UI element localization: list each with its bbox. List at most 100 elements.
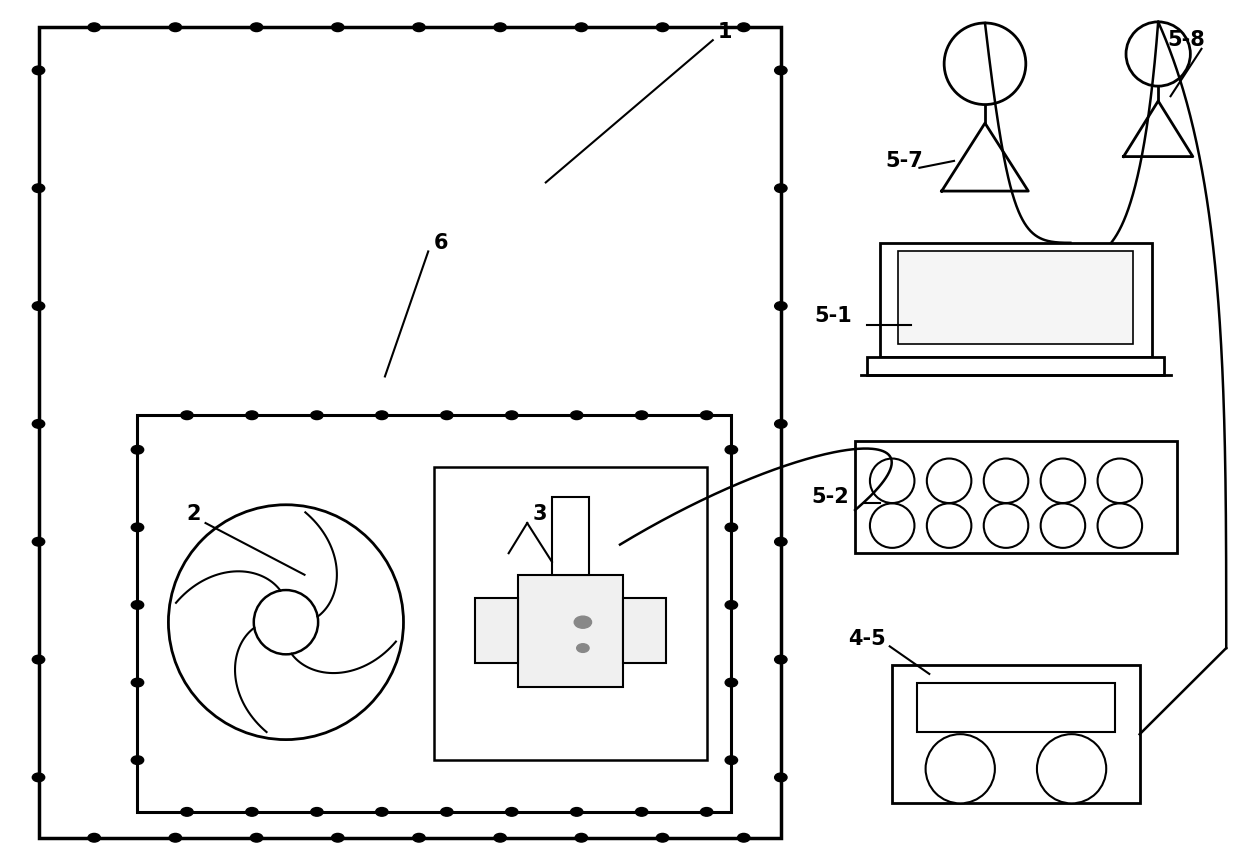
Bar xyxy=(916,683,1115,732)
Circle shape xyxy=(506,808,518,817)
Circle shape xyxy=(246,808,258,817)
Ellipse shape xyxy=(870,503,914,548)
Circle shape xyxy=(181,808,193,817)
Bar xyxy=(868,357,1164,375)
Text: 6: 6 xyxy=(433,233,448,253)
Text: 5-8: 5-8 xyxy=(1168,30,1205,50)
Ellipse shape xyxy=(1097,458,1142,503)
Ellipse shape xyxy=(944,23,1025,105)
Bar xyxy=(893,665,1140,804)
Text: 4-5: 4-5 xyxy=(848,630,887,650)
Text: 2: 2 xyxy=(186,504,201,524)
Circle shape xyxy=(575,834,588,842)
Circle shape xyxy=(656,23,668,31)
Text: 1: 1 xyxy=(718,22,733,42)
Circle shape xyxy=(494,834,506,842)
Circle shape xyxy=(635,808,647,817)
Ellipse shape xyxy=(1037,734,1106,804)
Ellipse shape xyxy=(983,503,1028,548)
Circle shape xyxy=(311,808,324,817)
Bar xyxy=(552,497,589,574)
Circle shape xyxy=(725,523,738,532)
Bar xyxy=(898,252,1133,344)
Circle shape xyxy=(738,23,750,31)
Ellipse shape xyxy=(925,734,994,804)
Circle shape xyxy=(775,420,787,428)
Circle shape xyxy=(181,411,193,420)
Circle shape xyxy=(376,808,388,817)
Circle shape xyxy=(440,411,453,420)
Circle shape xyxy=(440,808,453,817)
Bar xyxy=(518,574,622,687)
Circle shape xyxy=(169,23,181,31)
Circle shape xyxy=(701,808,713,817)
Circle shape xyxy=(32,66,45,74)
Circle shape xyxy=(494,23,506,31)
Ellipse shape xyxy=(254,590,319,654)
Circle shape xyxy=(577,644,589,652)
Circle shape xyxy=(88,834,100,842)
Circle shape xyxy=(775,773,787,782)
Circle shape xyxy=(246,411,258,420)
Bar xyxy=(475,599,518,663)
Bar xyxy=(38,28,781,837)
Circle shape xyxy=(32,302,45,311)
Ellipse shape xyxy=(926,503,971,548)
Ellipse shape xyxy=(169,505,403,740)
Circle shape xyxy=(311,411,324,420)
Circle shape xyxy=(131,678,144,687)
Circle shape xyxy=(331,834,343,842)
Text: 5-1: 5-1 xyxy=(813,306,852,326)
Bar xyxy=(880,243,1152,357)
Ellipse shape xyxy=(983,458,1028,503)
Ellipse shape xyxy=(926,458,971,503)
Circle shape xyxy=(88,23,100,31)
Bar xyxy=(622,599,666,663)
Circle shape xyxy=(131,600,144,609)
Circle shape xyxy=(738,834,750,842)
Circle shape xyxy=(701,411,713,420)
Text: 5-2: 5-2 xyxy=(811,487,849,507)
Ellipse shape xyxy=(870,458,914,503)
Circle shape xyxy=(725,445,738,454)
Circle shape xyxy=(725,678,738,687)
Circle shape xyxy=(775,302,787,311)
Circle shape xyxy=(570,808,583,817)
Bar xyxy=(138,415,732,812)
Circle shape xyxy=(775,66,787,74)
Circle shape xyxy=(413,834,425,842)
Circle shape xyxy=(250,834,263,842)
Ellipse shape xyxy=(1097,503,1142,548)
Circle shape xyxy=(656,834,668,842)
Ellipse shape xyxy=(1040,503,1085,548)
Bar xyxy=(434,467,707,760)
Circle shape xyxy=(32,773,45,782)
Circle shape xyxy=(331,23,343,31)
Circle shape xyxy=(32,656,45,663)
Circle shape xyxy=(725,756,738,765)
Circle shape xyxy=(131,523,144,532)
Circle shape xyxy=(250,23,263,31)
Circle shape xyxy=(725,600,738,609)
Circle shape xyxy=(775,537,787,546)
Circle shape xyxy=(32,184,45,193)
Circle shape xyxy=(775,184,787,193)
Circle shape xyxy=(574,616,591,628)
Circle shape xyxy=(131,445,144,454)
Circle shape xyxy=(775,656,787,663)
Bar xyxy=(856,441,1177,554)
Ellipse shape xyxy=(1126,22,1190,87)
Circle shape xyxy=(570,411,583,420)
Circle shape xyxy=(575,23,588,31)
Text: 5-7: 5-7 xyxy=(885,151,924,171)
Circle shape xyxy=(131,756,144,765)
Circle shape xyxy=(376,411,388,420)
Circle shape xyxy=(32,537,45,546)
Circle shape xyxy=(506,411,518,420)
Circle shape xyxy=(32,420,45,428)
Text: 3: 3 xyxy=(532,504,547,524)
Circle shape xyxy=(413,23,425,31)
Circle shape xyxy=(169,834,181,842)
Circle shape xyxy=(635,411,647,420)
Ellipse shape xyxy=(1040,458,1085,503)
